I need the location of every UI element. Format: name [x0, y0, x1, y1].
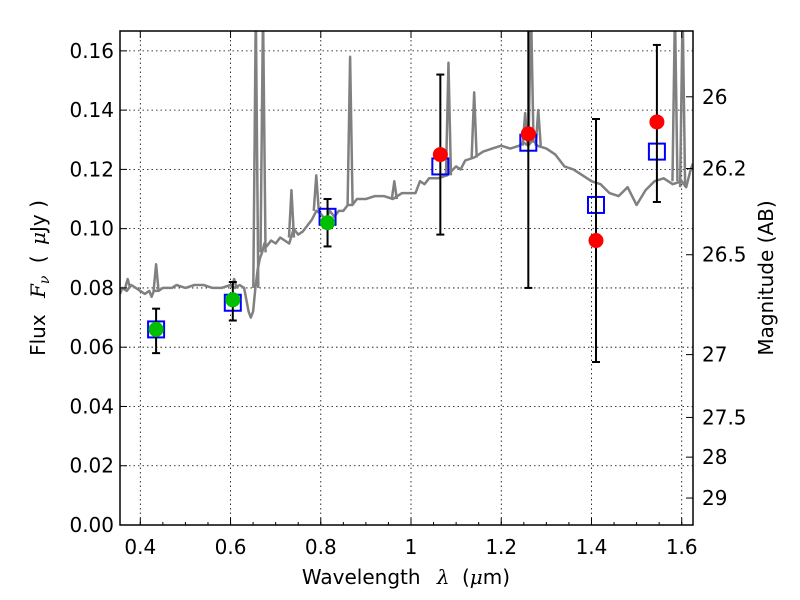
- y2-axis-label: Magnitude (AB): [754, 200, 778, 355]
- x-axis-label-unit-rest: m): [483, 565, 510, 589]
- y-tick-label: 0.04: [69, 394, 114, 418]
- x-axis-label-text: Wavelength: [302, 565, 421, 589]
- emission-line-spike: [470, 91, 478, 158]
- y2-tick-label: 26.2: [702, 157, 747, 181]
- emission-line-spike: [527, 31, 535, 143]
- y-axis-label: Flux Fν ( μJy ): [26, 200, 54, 356]
- x-tick-label: 1: [405, 535, 418, 559]
- emission-line-spike: [152, 262, 160, 292]
- y-axis-label-subscript: ν: [37, 275, 53, 284]
- emission-line-spike: [123, 277, 132, 289]
- y-tick-label: 0.12: [69, 157, 114, 181]
- x-axis-label-unit-symbol: μ: [470, 565, 483, 589]
- emission-line-spike: [287, 188, 296, 238]
- y-tick-label: 0.06: [69, 335, 114, 359]
- x-tick-label: 0.4: [124, 535, 156, 559]
- x-tick-label: 1.4: [576, 535, 608, 559]
- y2-tick-label: 29: [702, 486, 727, 510]
- y-axis-label-unit-rest: Jy ): [26, 200, 50, 234]
- emission-line-spike: [312, 174, 321, 211]
- emission-line-spike: [346, 55, 354, 205]
- observed-point: [649, 114, 665, 130]
- emission-line-spike: [252, 31, 260, 288]
- model-sed-line: [120, 138, 693, 319]
- y2-tick-label: 26: [702, 85, 727, 109]
- plot-area: [120, 31, 693, 364]
- x-axis: 0.4 0.6 0.8 1 1.2 1.4 1.6: [124, 31, 698, 559]
- y-tick-label: 0.08: [69, 276, 114, 300]
- emission-line-spike: [671, 31, 679, 182]
- y-axis-label-symbol: F: [26, 283, 50, 299]
- observed-point: [432, 147, 448, 163]
- y-tick-label: 0.02: [69, 454, 114, 478]
- x-tick-label: 0.6: [215, 535, 247, 559]
- y-axis-right: 26 26.2 26.5 27 27.5 28 29: [686, 85, 747, 510]
- y2-tick-label: 26.5: [702, 243, 747, 267]
- y-tick-label: 0.10: [69, 217, 114, 241]
- observed-point: [225, 292, 241, 308]
- x-axis-label: Wavelength λ (μm): [302, 565, 510, 589]
- x-axis-label-symbol: λ: [436, 565, 450, 589]
- emission-line-spike: [444, 61, 453, 176]
- y2-tick-label: 27: [702, 343, 727, 367]
- y2-tick-label: 28: [702, 445, 727, 469]
- y-tick-label: 0.16: [69, 39, 114, 63]
- emission-line-spike: [678, 31, 687, 188]
- x-axis-label-unit-open: (: [462, 565, 470, 589]
- observed-point: [588, 233, 604, 249]
- x-tick-label: 1.2: [485, 535, 517, 559]
- y-axis-label-text: Flux: [26, 314, 50, 356]
- y-axis-label-unit-symbol: μ: [26, 232, 50, 245]
- y-axis-label-unit-open: (: [26, 255, 50, 263]
- y2-tick-label: 27.5: [702, 405, 747, 429]
- y-axis-left: 0.00 0.02 0.04 0.06 0.08 0.10 0.12 0.14 0.16: [69, 39, 127, 537]
- x-tick-label: 0.8: [305, 535, 337, 559]
- observed-point: [148, 321, 164, 337]
- y-tick-label: 0.00: [69, 513, 114, 537]
- y-tick-label: 0.14: [69, 98, 114, 122]
- emission-line-spike: [390, 179, 399, 200]
- emission-line-spike: [259, 31, 267, 253]
- observed-point: [520, 126, 536, 142]
- plot-frame: [119, 30, 694, 526]
- x-tick-label: 1.6: [666, 535, 698, 559]
- observed-point: [320, 215, 336, 231]
